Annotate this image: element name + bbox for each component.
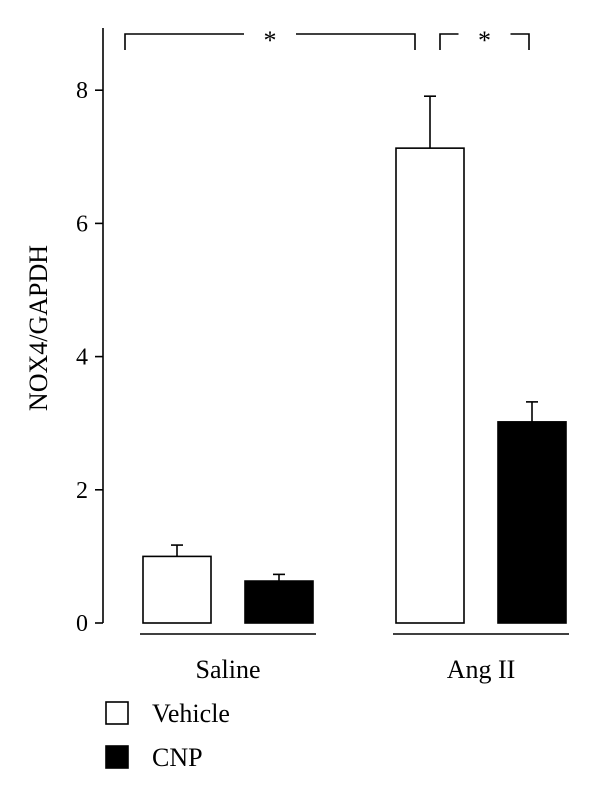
significance-bracket <box>124 33 244 50</box>
significance-bracket <box>439 33 459 50</box>
significance-star: * <box>264 26 277 55</box>
legend-swatch-cnp <box>105 745 129 769</box>
legend-swatch-vehicle <box>105 701 129 725</box>
significance-bracket <box>510 33 530 50</box>
bar-vehicle-saline <box>142 555 212 624</box>
significance-star: * <box>478 26 491 55</box>
group-label: Ang II <box>447 655 516 684</box>
axes: 0 2 4 6 8 <box>76 28 104 637</box>
significance-bracket <box>296 33 416 50</box>
legend: Vehicle CNP <box>105 699 230 772</box>
group-labels: Saline Ang II <box>140 633 569 684</box>
bar-cnp-ang-ii <box>497 421 567 624</box>
group-label: Saline <box>196 655 261 684</box>
legend-label-cnp: CNP <box>152 743 203 772</box>
y-axis-title: NOX4/GAPDH <box>24 245 53 411</box>
bar-vehicle-ang-ii <box>395 147 465 624</box>
legend-label-vehicle: Vehicle <box>152 699 230 728</box>
y-tick-label: 0 <box>76 611 88 637</box>
y-tick-label: 8 <box>76 78 88 104</box>
significance-annotations: * * <box>124 26 530 55</box>
y-tick-label: 4 <box>76 345 88 371</box>
y-tick-label: 2 <box>76 478 88 504</box>
bars <box>142 95 567 624</box>
y-tick-label: 6 <box>76 211 88 237</box>
bar-cnp-saline <box>244 580 314 624</box>
